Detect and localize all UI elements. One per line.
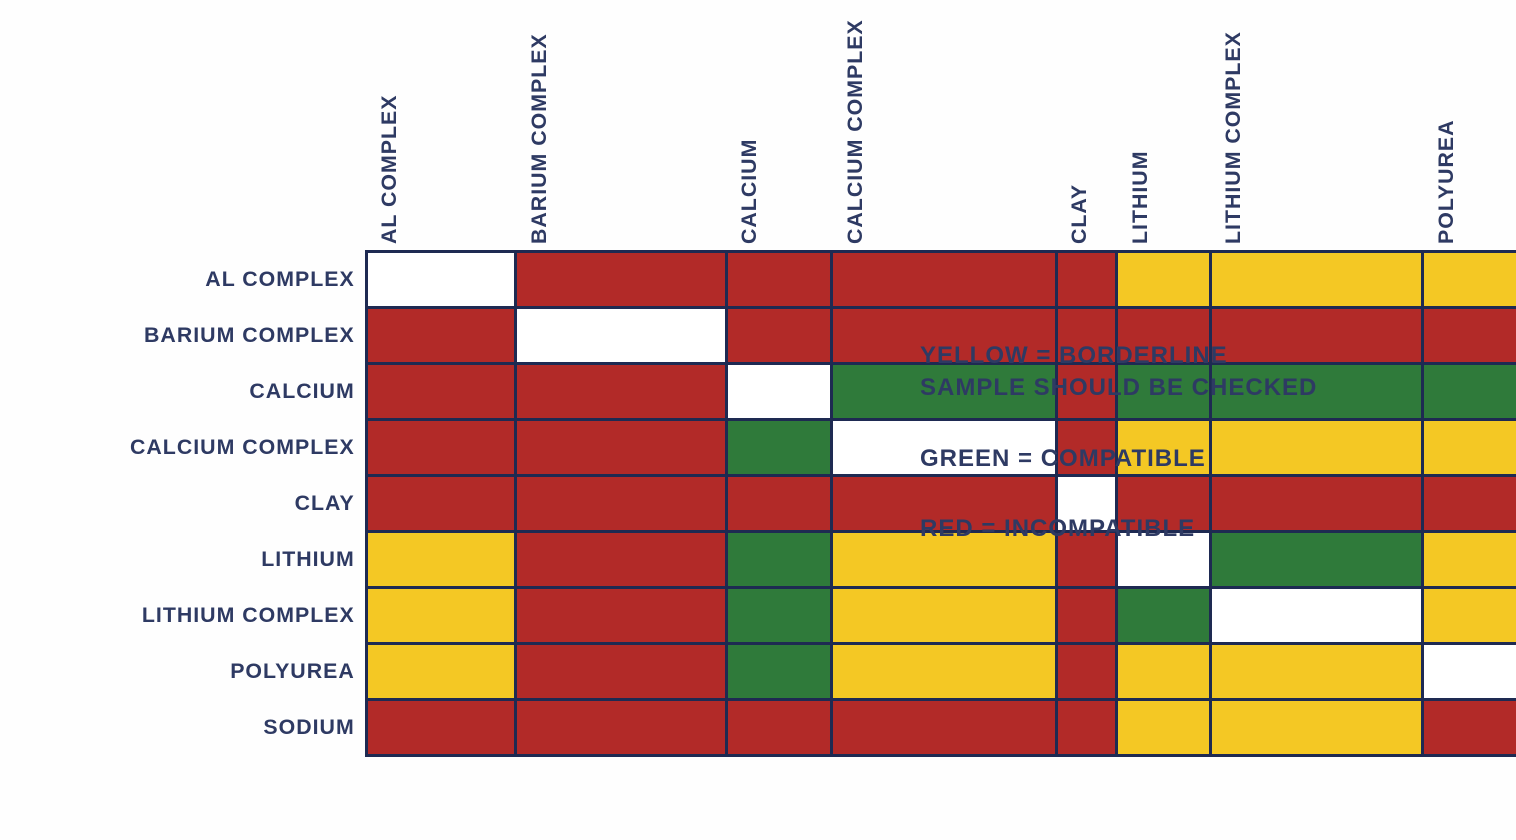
matrix-cell	[1423, 700, 1516, 756]
matrix-cell	[1056, 700, 1116, 756]
legend-green: GREEN = COMPATIBLE	[920, 443, 1317, 475]
matrix-cell	[366, 532, 515, 588]
matrix-corner	[130, 30, 366, 252]
matrix-cell	[726, 700, 831, 756]
legend-yellow-line2: SAMPLE SHOULD BE CHECKED	[920, 372, 1317, 404]
matrix-cell	[516, 644, 727, 700]
matrix-cell	[1423, 252, 1516, 308]
matrix-cell	[1423, 364, 1516, 420]
col-header: AL COMPLEX	[366, 30, 515, 252]
matrix-cell	[832, 700, 1057, 756]
row-header-label: BARIUM COMPLEX	[130, 308, 366, 364]
legend-yellow: YELLOW = BORDERLINE SAMPLE SHOULD BE CHE…	[920, 340, 1317, 405]
matrix-cell	[516, 364, 727, 420]
col-header-label: LITHIUM	[1128, 151, 1153, 244]
col-header: CALCIUM COMPLEX	[832, 30, 1057, 252]
col-header: CALCIUM	[726, 30, 831, 252]
matrix-cell	[1117, 252, 1210, 308]
matrix-cell	[366, 364, 515, 420]
legend-yellow-line1: YELLOW = BORDERLINE	[920, 340, 1317, 372]
matrix-cell	[726, 532, 831, 588]
matrix-cell	[516, 420, 727, 476]
col-header: LITHIUM COMPLEX	[1210, 30, 1423, 252]
matrix-cell	[1056, 644, 1116, 700]
matrix-cell	[1423, 476, 1516, 532]
matrix-cell	[832, 252, 1057, 308]
row-header-label: CALCIUM COMPLEX	[130, 420, 366, 476]
matrix-cell	[726, 364, 831, 420]
row-header-label: LITHIUM COMPLEX	[130, 588, 366, 644]
matrix-cell	[366, 420, 515, 476]
matrix-cell	[1423, 588, 1516, 644]
col-header: BARIUM COMPLEX	[516, 30, 727, 252]
row-header-label: CLAY	[130, 476, 366, 532]
col-header: CLAY	[1056, 30, 1116, 252]
matrix-cell	[516, 700, 727, 756]
col-header-label: CALCIUM	[737, 139, 762, 244]
matrix-cell	[516, 532, 727, 588]
row-header-label: CALCIUM	[130, 364, 366, 420]
matrix-cell	[832, 644, 1057, 700]
matrix-cell	[366, 700, 515, 756]
matrix-cell	[1210, 588, 1423, 644]
matrix-cell	[726, 476, 831, 532]
matrix-cell	[1210, 700, 1423, 756]
matrix-cell	[516, 476, 727, 532]
matrix-cell	[726, 420, 831, 476]
row-header-label: SODIUM	[130, 700, 366, 756]
matrix-cell	[516, 308, 727, 364]
matrix-cell	[832, 588, 1057, 644]
matrix-cell	[1423, 420, 1516, 476]
matrix-cell	[726, 588, 831, 644]
matrix-cell	[1423, 308, 1516, 364]
matrix-cell	[366, 588, 515, 644]
legend-red: RED = INCOMPATIBLE	[920, 513, 1317, 545]
matrix-cell	[726, 308, 831, 364]
matrix-cell	[516, 252, 727, 308]
col-header-label: BARIUM COMPLEX	[527, 33, 552, 244]
page: AL COMPLEXBARIUM COMPLEXCALCIUMCALCIUM C…	[0, 0, 1516, 840]
row-header-label: LITHIUM	[130, 532, 366, 588]
matrix-cell	[1117, 644, 1210, 700]
matrix-cell	[1423, 532, 1516, 588]
matrix-cell	[366, 476, 515, 532]
matrix-cell	[516, 588, 727, 644]
col-header-label: CALCIUM COMPLEX	[843, 19, 868, 244]
matrix-cell	[1117, 700, 1210, 756]
matrix-cell	[1210, 644, 1423, 700]
matrix-cell	[1117, 588, 1210, 644]
matrix-cell	[366, 308, 515, 364]
row-header-label: POLYUREA	[130, 644, 366, 700]
matrix-cell	[366, 252, 515, 308]
col-header: POLYUREA	[1423, 30, 1516, 252]
legend: YELLOW = BORDERLINE SAMPLE SHOULD BE CHE…	[920, 340, 1317, 584]
col-header-label: POLYUREA	[1434, 119, 1459, 244]
matrix-cell	[1056, 252, 1116, 308]
matrix-cell	[1210, 252, 1423, 308]
col-header-label: LITHIUM COMPLEX	[1221, 31, 1246, 244]
matrix-cell	[726, 252, 831, 308]
matrix-cell	[726, 644, 831, 700]
col-header: LITHIUM	[1117, 30, 1210, 252]
col-header-label: AL COMPLEX	[377, 95, 402, 244]
col-header-label: CLAY	[1067, 184, 1092, 244]
row-header-label: AL COMPLEX	[130, 252, 366, 308]
matrix-cell	[1056, 588, 1116, 644]
matrix-cell	[1423, 644, 1516, 700]
matrix-cell	[366, 644, 515, 700]
